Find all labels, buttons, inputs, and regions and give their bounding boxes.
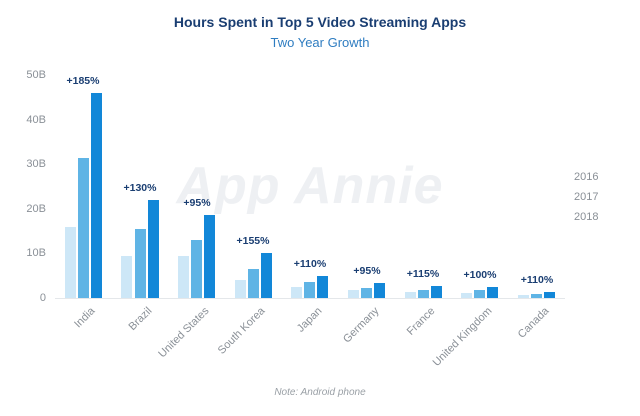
footnote: Note: Android phone — [274, 387, 366, 398]
legend-item-2018: 2018 — [574, 211, 599, 223]
bar-united-kingdom-2018 — [487, 287, 498, 298]
bar-india-2018 — [91, 93, 102, 298]
bar-canada-2016 — [518, 295, 529, 298]
bar-united-kingdom-2017 — [474, 290, 485, 298]
growth-label: +185% — [66, 75, 100, 87]
growth-label: +110% — [293, 258, 327, 270]
legend-item-2016: 2016 — [574, 171, 599, 183]
growth-label: +95% — [183, 197, 211, 209]
y-tick-label: 0 — [39, 292, 46, 304]
chart-subtitle: Two Year Growth — [270, 35, 370, 50]
bar-france-2017 — [418, 290, 429, 298]
bar-canada-2018 — [544, 292, 555, 298]
chart-title: Hours Spent in Top 5 Video Streaming App… — [173, 14, 467, 30]
bar-france-2016 — [405, 292, 416, 298]
bar-germany-2018 — [374, 283, 385, 298]
growth-label: +115% — [406, 268, 440, 280]
growth-label: +130% — [123, 182, 157, 194]
bar-germany-2016 — [348, 290, 359, 298]
x-axis-line — [55, 298, 565, 299]
bar-south-korea-2017 — [248, 269, 259, 298]
bar-canada-2017 — [531, 294, 542, 298]
y-tick-label: 30B — [26, 158, 46, 171]
bar-france-2018 — [431, 286, 442, 298]
bar-germany-2017 — [361, 288, 372, 298]
bar-brazil-2017 — [135, 229, 146, 298]
growth-label: +95% — [353, 265, 381, 277]
y-tick-label: 50B — [26, 69, 46, 81]
legend-item-2017: 2017 — [574, 191, 599, 203]
bar-united-kingdom-2016 — [461, 293, 472, 298]
bar-japan-2016 — [291, 287, 302, 298]
legend: 2016 2017 2018 — [574, 167, 598, 227]
growth-label: +100% — [463, 269, 497, 281]
bar-india-2017 — [78, 158, 89, 298]
y-tick-label: 10B — [26, 247, 46, 260]
bar-south-korea-2016 — [235, 280, 246, 298]
y-tick-label: 20B — [26, 202, 46, 215]
bar-india-2016 — [65, 227, 76, 298]
growth-label: +110% — [520, 274, 554, 286]
bar-united-states-2017 — [191, 240, 202, 298]
bar-south-korea-2018 — [261, 253, 272, 298]
bar-united-states-2016 — [178, 256, 189, 298]
bar-japan-2017 — [304, 282, 315, 298]
bar-united-states-2018 — [204, 215, 215, 298]
growth-label: +155% — [236, 235, 270, 247]
bar-brazil-2016 — [121, 256, 132, 298]
bar-brazil-2018 — [148, 200, 159, 298]
bar-japan-2018 — [317, 276, 328, 298]
y-tick-label: 40B — [26, 113, 46, 126]
